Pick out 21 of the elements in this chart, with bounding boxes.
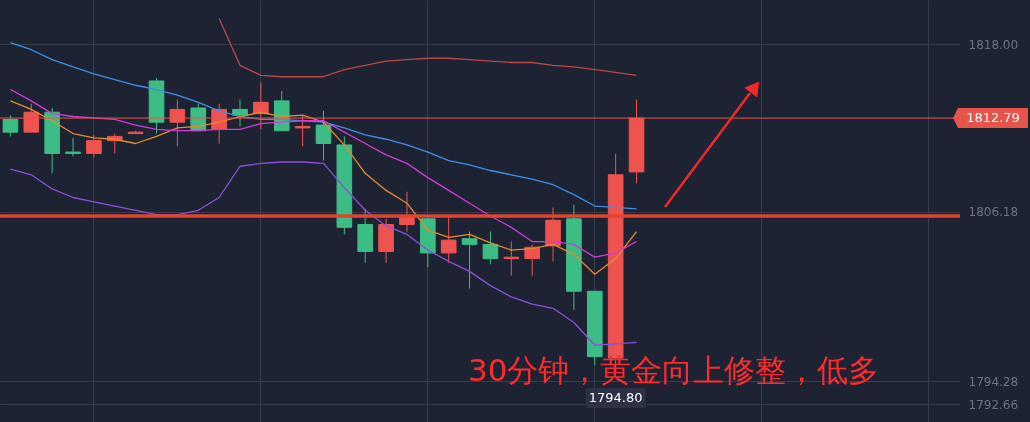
annotation: 30分钟，黄金向上修整，低多 [468,352,880,388]
line-series [9,88,638,258]
y-tick-label: 1792.66 [968,397,1019,412]
y-tick-label: 1794.28 [968,374,1019,389]
line-series [218,17,638,78]
candlestick [65,137,81,157]
candlestick [461,231,478,289]
line-series [9,161,638,346]
candlestick [86,134,102,159]
ref-line-label: 1812.79 [966,110,1020,126]
line-series [9,41,638,210]
annotation: 1794.80 [588,390,643,405]
candlestick [232,98,248,127]
candlestick [399,191,415,233]
y-tick-label: 1818.00 [968,37,1019,52]
candlestick [440,216,457,264]
candlestick [315,110,332,162]
candlestick [482,231,499,265]
candlestick [2,114,19,137]
y-tick-label: 1806.18 [968,205,1019,220]
line-series [9,100,638,275]
